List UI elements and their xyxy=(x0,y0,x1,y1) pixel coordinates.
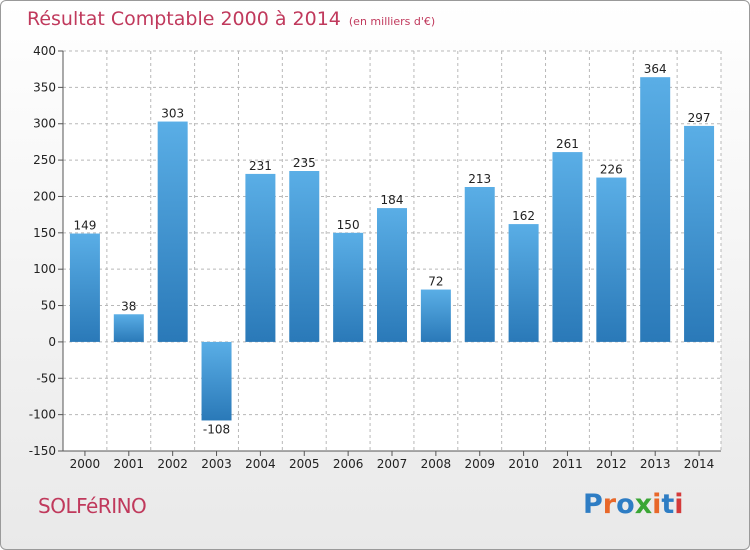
bar xyxy=(157,121,188,342)
y-tick-label: 250 xyxy=(33,153,56,167)
y-tick-label: 150 xyxy=(33,226,56,240)
x-tick-label: 2011 xyxy=(552,457,583,471)
logo-letter: t xyxy=(661,489,675,520)
bar xyxy=(333,232,364,342)
x-tick-label: 2013 xyxy=(640,457,671,471)
bar-value-label: 297 xyxy=(688,111,711,125)
bar-value-label: 213 xyxy=(468,172,491,186)
y-tick-label: -100 xyxy=(29,408,56,422)
x-tick-label: 2003 xyxy=(201,457,232,471)
logo-letter: i xyxy=(652,489,662,520)
x-tick-label: 2008 xyxy=(421,457,452,471)
x-tick-label: 2002 xyxy=(157,457,188,471)
logo-letter: i xyxy=(674,489,684,520)
x-tick-label: 2005 xyxy=(289,457,320,471)
x-tick-label: 2004 xyxy=(245,457,276,471)
bar-value-label: 72 xyxy=(428,275,443,289)
bar xyxy=(684,125,715,342)
bar xyxy=(596,177,627,342)
bar-value-label: 226 xyxy=(600,163,623,177)
bar-value-label: 184 xyxy=(381,193,404,207)
bar xyxy=(245,173,276,342)
logo-letter: P xyxy=(583,489,603,520)
bar-value-label: 364 xyxy=(644,62,667,76)
bar xyxy=(289,171,320,342)
bar-value-label: 235 xyxy=(293,156,316,170)
x-tick-label: 2006 xyxy=(333,457,364,471)
bar xyxy=(464,187,495,342)
bar-value-label: 150 xyxy=(337,218,360,232)
y-tick-label: 400 xyxy=(33,44,56,58)
x-tick-label: 2000 xyxy=(70,457,101,471)
bar xyxy=(508,224,539,342)
y-tick-label: 50 xyxy=(41,299,56,313)
bar-value-label: 38 xyxy=(121,299,136,313)
bar xyxy=(201,341,232,421)
bar-value-label: 162 xyxy=(512,209,535,223)
bar xyxy=(377,208,407,342)
x-tick-label: 2012 xyxy=(596,457,627,471)
y-tick-label: 300 xyxy=(33,117,56,131)
y-tick-label: 100 xyxy=(33,262,56,276)
logo-letter: o xyxy=(616,489,635,520)
title-text: Résultat Comptable 2000 à 2014 xyxy=(27,8,341,30)
y-tick-label: -150 xyxy=(29,444,56,458)
x-tick-label: 2010 xyxy=(508,457,539,471)
bar-value-label: 261 xyxy=(556,137,579,151)
bar xyxy=(69,233,100,342)
logo-letter: r xyxy=(602,489,617,520)
bar xyxy=(420,289,451,342)
x-tick-label: 2001 xyxy=(114,457,145,471)
y-tick-label: 200 xyxy=(33,189,56,203)
proxiti-logo[interactable]: Proxiti xyxy=(583,489,684,520)
bar-value-label: 303 xyxy=(161,107,184,121)
bar xyxy=(113,314,144,342)
bar-value-label: 231 xyxy=(249,159,272,173)
commune-name: SOLFéRINO xyxy=(38,494,147,518)
y-tick-label: 0 xyxy=(48,335,56,349)
chart-title: Résultat Comptable 2000 à 2014 (en millie… xyxy=(27,8,435,30)
x-tick-label: 2007 xyxy=(377,457,408,471)
y-tick-label: 350 xyxy=(33,80,56,94)
logo-letter: x xyxy=(634,489,653,520)
bar xyxy=(552,152,583,342)
bar-value-label: 149 xyxy=(73,219,96,233)
x-tick-label: 2014 xyxy=(684,457,715,471)
x-tick-label: 2009 xyxy=(464,457,495,471)
y-tick-label: -50 xyxy=(36,371,56,385)
bar-value-label: -108 xyxy=(203,422,230,436)
chart-subtitle: (en milliers d'€) xyxy=(348,15,436,28)
bar xyxy=(640,77,671,342)
